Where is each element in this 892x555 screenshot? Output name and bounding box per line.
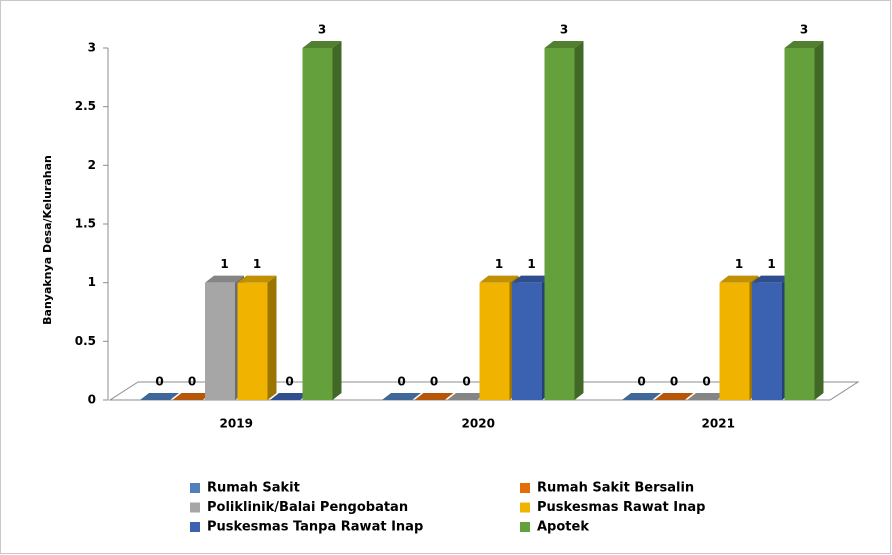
bar-top bbox=[752, 275, 791, 283]
data-label: 0 bbox=[702, 375, 710, 389]
legend-swatch bbox=[520, 522, 530, 532]
data-label: 3 bbox=[800, 23, 808, 37]
bar-top bbox=[544, 41, 584, 48]
data-label: 0 bbox=[285, 375, 293, 389]
bar-top bbox=[414, 393, 454, 400]
bar-top bbox=[687, 393, 726, 400]
data-label: 0 bbox=[637, 375, 645, 389]
data-label: 0 bbox=[397, 375, 405, 389]
bar-top bbox=[382, 393, 421, 400]
bar bbox=[784, 48, 815, 400]
y-tick-label: 0 bbox=[88, 393, 96, 407]
data-label: 1 bbox=[767, 257, 775, 271]
bar-top bbox=[479, 275, 519, 283]
bar bbox=[544, 48, 575, 400]
bar-top bbox=[302, 41, 342, 48]
bar-top bbox=[654, 393, 694, 400]
legend-swatch bbox=[520, 502, 530, 513]
x-tick-label: 2021 bbox=[702, 417, 735, 431]
bar-top bbox=[447, 393, 486, 400]
bar-top bbox=[205, 275, 244, 283]
y-axis-label: Banyaknya Desa/Kelurahan bbox=[41, 155, 54, 325]
y-tick-label: 2.5 bbox=[75, 99, 96, 113]
bar bbox=[237, 282, 268, 400]
y-tick-label: 3 bbox=[88, 41, 96, 55]
bar bbox=[752, 282, 782, 400]
legend-label: Puskesmas Rawat Inap bbox=[537, 500, 705, 515]
legend-swatch bbox=[520, 483, 530, 493]
bar-side bbox=[267, 275, 277, 400]
x-tick-label: 2020 bbox=[462, 417, 495, 431]
y-tick-label: 1 bbox=[88, 275, 96, 289]
y-tick-label: 1.5 bbox=[75, 217, 96, 231]
legend-label: Rumah Sakit Bersalin bbox=[537, 481, 694, 496]
data-label: 0 bbox=[188, 375, 196, 389]
data-label: 1 bbox=[220, 257, 228, 271]
legend-swatch bbox=[190, 483, 200, 493]
data-label: 0 bbox=[155, 375, 163, 389]
data-label: 1 bbox=[495, 257, 503, 271]
legend-label: Puskesmas Tanpa Rawat Inap bbox=[207, 520, 423, 535]
bar-top bbox=[270, 393, 309, 400]
bar bbox=[205, 282, 235, 400]
bar-top bbox=[237, 275, 277, 283]
legend-label: Apotek bbox=[537, 520, 589, 535]
legend-swatch bbox=[190, 502, 200, 513]
data-label: 0 bbox=[462, 375, 470, 389]
x-tick-label: 2019 bbox=[220, 417, 253, 431]
data-label: 3 bbox=[560, 23, 568, 37]
bar-top bbox=[140, 393, 179, 400]
bar-top bbox=[784, 41, 824, 48]
bar bbox=[479, 282, 510, 400]
bar bbox=[512, 282, 542, 400]
data-label: 0 bbox=[430, 375, 438, 389]
bar-top bbox=[719, 275, 759, 283]
y-tick-label: 0.5 bbox=[75, 334, 96, 348]
data-label: 0 bbox=[670, 375, 678, 389]
bar-side bbox=[574, 41, 584, 400]
bar-top bbox=[622, 393, 661, 400]
bar bbox=[719, 282, 750, 400]
y-tick-label: 2 bbox=[88, 158, 96, 172]
legend-label: Poliklinik/Balai Pengobatan bbox=[207, 500, 408, 515]
legend-label: Rumah Sakit bbox=[207, 481, 300, 496]
legend-swatch bbox=[190, 522, 200, 532]
bar-side bbox=[814, 41, 824, 400]
bar-top bbox=[172, 393, 212, 400]
bar-top bbox=[512, 275, 551, 283]
bar bbox=[302, 48, 333, 400]
data-label: 1 bbox=[253, 257, 261, 271]
data-label: 3 bbox=[318, 23, 326, 37]
bar-side bbox=[332, 41, 342, 400]
data-label: 1 bbox=[527, 257, 535, 271]
data-label: 1 bbox=[735, 257, 743, 271]
